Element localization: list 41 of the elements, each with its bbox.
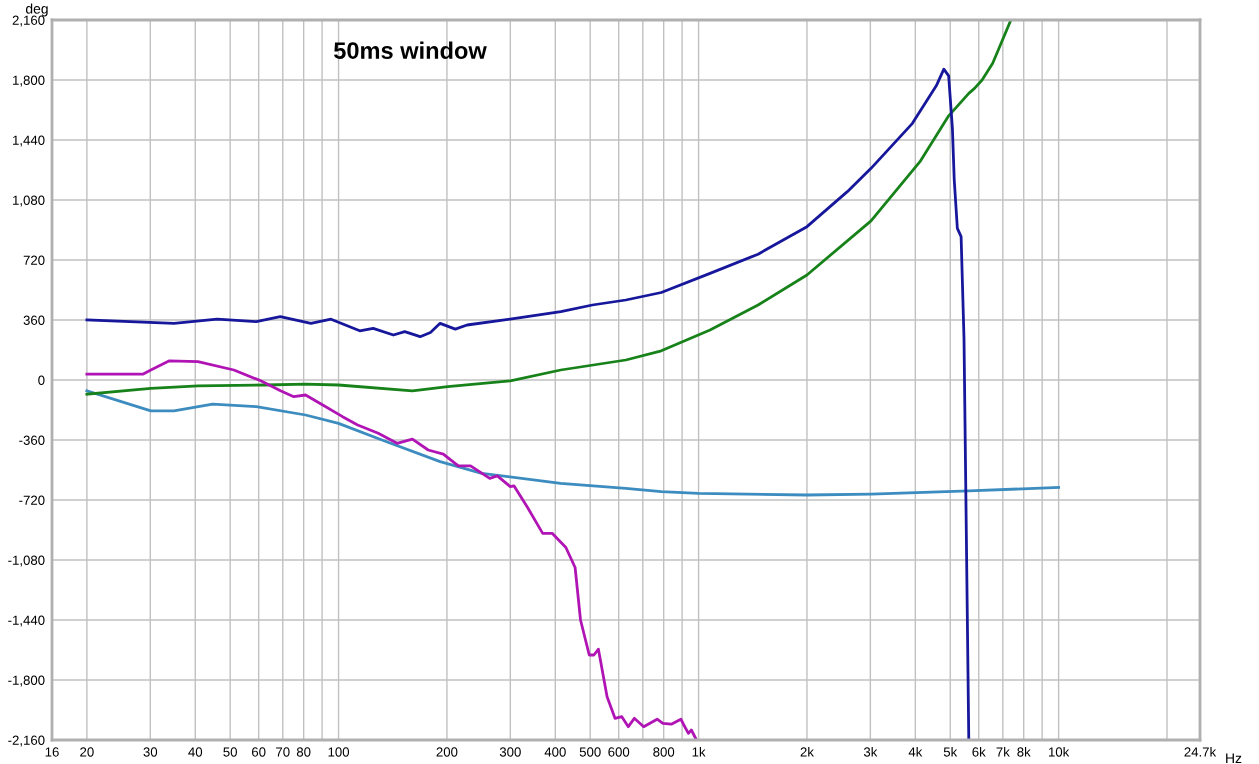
- x-tick-label: 40: [188, 747, 203, 757]
- y-tick-label: 1,440: [13, 135, 45, 147]
- y-tick-label: -1,800: [8, 675, 45, 687]
- x-tick-label: 50: [223, 747, 237, 757]
- y-tick-label: -1,080: [8, 555, 45, 567]
- x-tick-label: 600: [608, 747, 630, 757]
- x-tick-label: 16: [45, 747, 59, 757]
- y-tick-label: -1,440: [8, 615, 45, 627]
- y-tick-label: 360: [23, 315, 45, 325]
- x-tick-label: 6k: [972, 746, 986, 757]
- y-tick-label: 0: [38, 375, 45, 385]
- x-tick-label: 200: [436, 747, 458, 757]
- x-tick-label: 24.7k: [1184, 746, 1217, 757]
- y-tick-label: -720: [19, 495, 45, 505]
- x-tick-label: 800: [653, 747, 675, 757]
- x-tick-label: 10k: [1048, 746, 1070, 757]
- x-tick-label: 20: [80, 747, 94, 757]
- x-tick-label: 300: [499, 747, 521, 757]
- x-tick-label: 100: [328, 747, 350, 757]
- text: 50ms window: [333, 41, 487, 59]
- x-tick-label: 400: [544, 747, 566, 757]
- y-tick-label: -360: [19, 435, 45, 445]
- y-tick-label: 720: [23, 255, 45, 265]
- x-tick-label: 2k: [800, 746, 814, 757]
- y-tick-label: 1,080: [13, 195, 45, 207]
- x-tick-label: 8k: [1017, 746, 1031, 757]
- x-axis-title: Hz: [1226, 753, 1242, 764]
- y-axis-title: deg: [25, 3, 48, 17]
- x-tick-label: 30: [143, 747, 158, 757]
- x-tick-label: 5k: [943, 746, 958, 757]
- x-tick-label: 500: [579, 747, 601, 757]
- x-tick-label: 60: [252, 747, 266, 757]
- x-tick-label: 1k: [692, 746, 706, 757]
- y-tick-label: 1,800: [13, 75, 45, 87]
- x-tick-label: 80: [296, 747, 311, 757]
- x-tick-label: 7k: [996, 746, 1010, 757]
- x-tick-label: 3k: [863, 746, 878, 757]
- y-tick-label: 2,160: [12, 15, 45, 27]
- x-tick-label: 4k: [908, 746, 923, 757]
- x-tick-label: 70: [276, 747, 290, 757]
- y-tick-label: -2,160: [8, 735, 45, 747]
